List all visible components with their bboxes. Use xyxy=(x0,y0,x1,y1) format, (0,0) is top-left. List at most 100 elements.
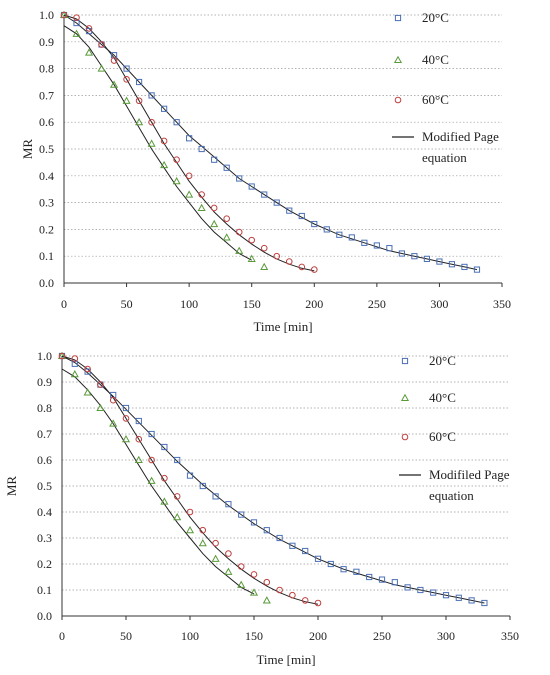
data-point-circle xyxy=(84,365,91,373)
x-tick-label: 250 xyxy=(373,629,391,643)
data-point-square xyxy=(161,443,168,451)
data-point-square xyxy=(273,199,280,206)
data-point-triangle xyxy=(260,262,269,270)
data-point-circle xyxy=(314,599,322,607)
data-point-square xyxy=(223,164,230,171)
data-point-square xyxy=(238,511,245,518)
y-tick-label: 0.0 xyxy=(37,609,52,623)
data-point-triangle xyxy=(237,580,246,588)
data-point-square xyxy=(135,417,142,425)
data-point-square xyxy=(417,586,424,594)
y-tick-label: 0.5 xyxy=(39,142,54,156)
data-point-square xyxy=(311,220,318,228)
data-point-circle xyxy=(60,11,68,19)
legend-label: 20°C xyxy=(422,10,449,25)
data-point-circle xyxy=(285,258,293,265)
data-point-triangle xyxy=(135,117,144,126)
x-tick-label: 300 xyxy=(437,629,455,643)
data-point-triangle xyxy=(247,254,256,262)
data-point-triangle xyxy=(160,497,169,505)
data-point-triangle xyxy=(249,588,259,596)
data-point-square xyxy=(442,592,450,599)
legend-fit-label: equation xyxy=(429,488,474,503)
data-point-circle xyxy=(160,137,168,145)
data-point-circle xyxy=(161,474,168,482)
legend-fit-label: Modified Page xyxy=(422,129,499,144)
legend-label: 40°C xyxy=(422,52,449,67)
data-point-square xyxy=(198,145,205,153)
fit-line-triangle xyxy=(61,368,255,595)
y-tick-label: 0.9 xyxy=(37,375,52,389)
data-point-square xyxy=(263,527,270,534)
data-point-square xyxy=(161,105,168,112)
data-point-circle xyxy=(237,563,245,570)
data-point-square xyxy=(225,501,232,508)
x-tick-label: 50 xyxy=(121,297,133,311)
data-point-circle xyxy=(260,244,268,252)
data-point-triangle xyxy=(134,455,143,464)
data-point-circle xyxy=(298,263,306,271)
data-point-triangle xyxy=(97,64,106,72)
data-point-square xyxy=(286,207,293,214)
data-point-circle xyxy=(98,41,105,48)
data-point-square xyxy=(378,576,386,583)
data-point-square xyxy=(448,261,456,268)
y-tick-label: 0.8 xyxy=(39,62,54,76)
data-point-square xyxy=(123,65,130,72)
data-point-square xyxy=(85,27,93,35)
x-axis-title: Time [min] xyxy=(253,319,312,334)
data-point-circle xyxy=(273,252,281,260)
series-circle xyxy=(60,11,318,273)
legend-label: 60°C xyxy=(429,429,456,444)
data-point-circle xyxy=(185,172,193,180)
data-point-circle xyxy=(225,550,232,557)
y-tick-label: 1.0 xyxy=(37,349,52,363)
y-tick-label: 0.1 xyxy=(39,249,54,263)
legend: 20°C 40°C 60°C Modifiled Page equation xyxy=(399,353,510,503)
data-point-triangle xyxy=(70,369,79,378)
y-tick-label: 0.8 xyxy=(37,401,52,415)
y-tick-label: 0.4 xyxy=(37,505,52,519)
data-point-triangle xyxy=(96,403,105,412)
legend-marker-square xyxy=(394,14,402,22)
data-point-circle xyxy=(310,266,318,273)
y-tick-label: 0.9 xyxy=(39,35,54,49)
fit-line-circle xyxy=(63,14,315,272)
data-point-circle xyxy=(110,57,118,64)
data-point-circle xyxy=(198,191,205,198)
x-tick-label: 300 xyxy=(430,297,448,311)
y-tick-label: 0.3 xyxy=(37,531,52,545)
data-point-triangle xyxy=(173,512,182,521)
data-point-square xyxy=(174,456,181,464)
chart-panel-2: 0.0 0.1 0.2 0.3 0.4 0.5 0.6 0.7 0.8 0.9 1.0 0 50 100 1… xyxy=(4,349,519,667)
data-point-triangle xyxy=(211,554,220,562)
x-tick-label: 350 xyxy=(501,629,519,643)
data-point-square xyxy=(211,156,218,163)
data-point-square xyxy=(473,266,481,273)
data-point-triangle xyxy=(72,29,81,37)
data-point-triangle xyxy=(210,219,219,228)
data-point-square xyxy=(261,191,268,198)
legend-fit-label: equation xyxy=(422,150,467,165)
y-tick-label: 0.6 xyxy=(37,453,52,467)
data-point-triangle xyxy=(147,139,156,147)
data-point-square xyxy=(430,589,437,596)
data-point-triangle xyxy=(172,176,181,185)
data-point-square xyxy=(348,234,355,241)
y-tick-label: 0.7 xyxy=(37,427,52,441)
data-point-triangle xyxy=(147,476,156,484)
data-point-square xyxy=(84,368,91,375)
data-point-triangle xyxy=(83,388,92,396)
data-point-square xyxy=(481,599,488,607)
data-point-circle xyxy=(301,597,309,604)
data-point-square xyxy=(336,231,343,238)
data-point-circle xyxy=(210,204,218,212)
legend-marker-circle xyxy=(394,96,402,104)
series-square xyxy=(60,11,481,273)
y-axis-title: MR xyxy=(20,139,35,160)
data-point-square xyxy=(135,78,143,86)
data-point-square xyxy=(423,255,431,262)
data-point-square xyxy=(455,594,462,601)
data-point-square xyxy=(461,263,468,271)
